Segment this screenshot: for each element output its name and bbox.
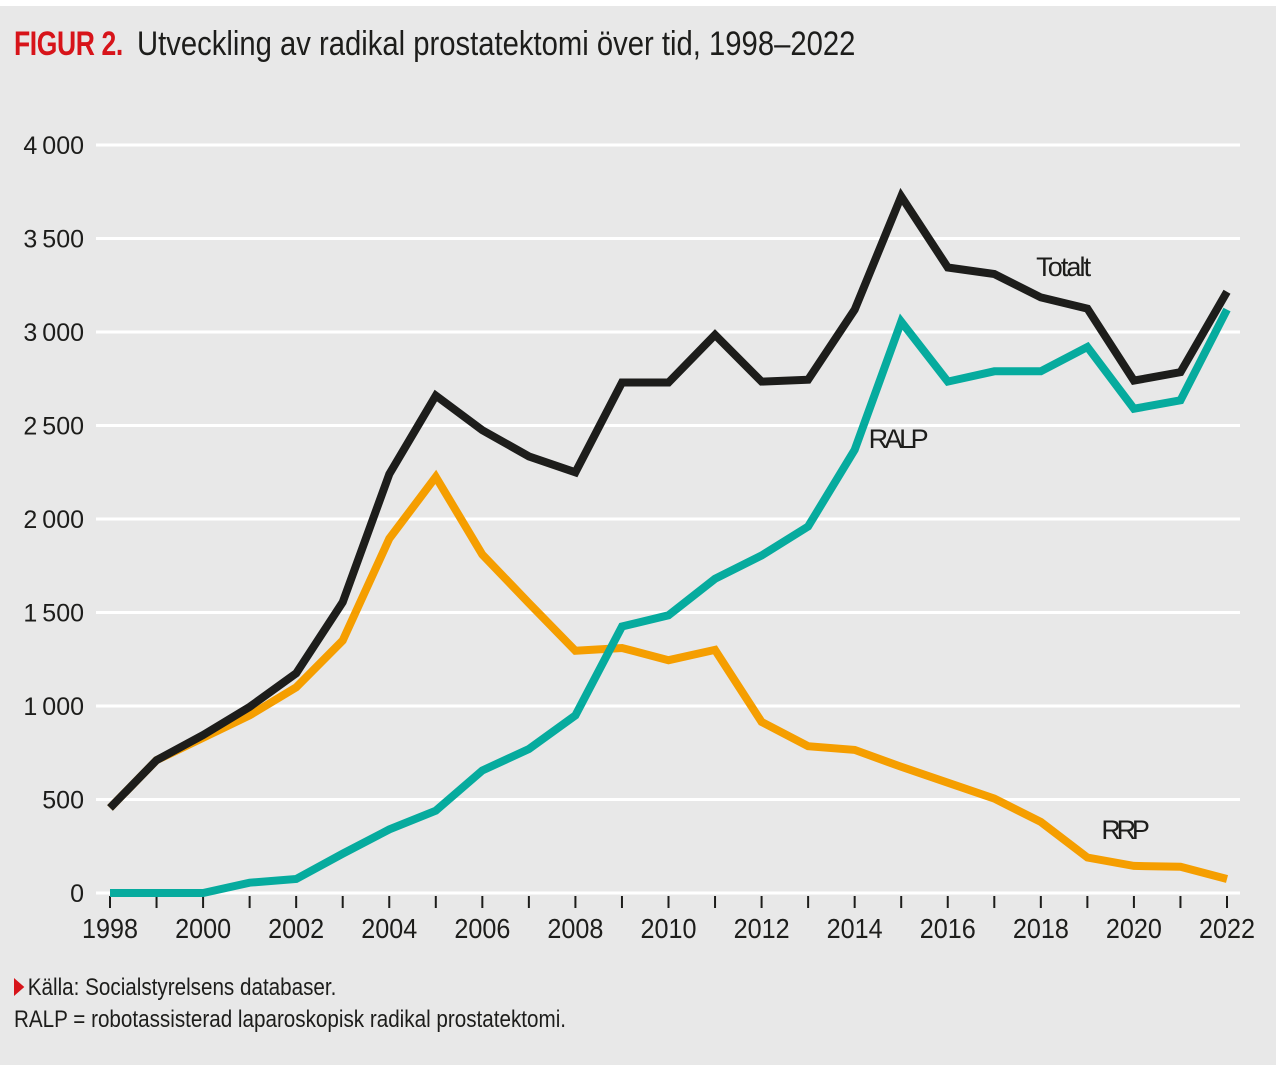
series-lines (107, 187, 1231, 897)
x-axis-tick-labels: 1998 2000 2002 2004 2006 2008 2010 2012 2014 2016… (82, 913, 1255, 944)
series-label-totalt: Totalt (1036, 252, 1091, 282)
x-tick-label: 2016 (920, 913, 976, 944)
triangle-right-icon (14, 978, 25, 996)
x-tick-label: 2000 (175, 913, 231, 944)
x-tick-label: 2018 (1013, 913, 1069, 944)
series-line-rrp (107, 469, 1229, 883)
y-axis-tick-labels: 0 500 1 000 1 500 2 000 2 500 3 000 3 500 4 000 (23, 132, 84, 908)
x-tick-label: 2008 (547, 913, 603, 944)
x-tick-label: 2004 (361, 913, 417, 944)
source-line: Källa: Socialstyrelsens databaser. (14, 972, 566, 1004)
y-tick-label: 3 500 (23, 226, 84, 254)
x-tick-label: 2002 (268, 913, 324, 944)
abbreviation-note: RALP = robotassisterad laparoskopisk rad… (14, 1006, 567, 1033)
y-tick-label: 500 (42, 787, 84, 815)
x-tick-label: 2022 (1199, 913, 1255, 944)
series-label-ralp: RALP (869, 424, 929, 454)
y-tick-label: 1 000 (23, 693, 84, 721)
x-axis-ticks (109, 896, 1228, 908)
y-tick-label: 2 000 (23, 506, 84, 534)
source-text: Källa: Socialstyrelsens databaser. (27, 974, 337, 1001)
series-line-totalt (107, 187, 1231, 811)
y-tick-label: 3 000 (23, 319, 84, 347)
figure-title: FIGUR 2. Utveckling av radikal prostatek… (14, 22, 972, 66)
x-tick-label: 2006 (454, 913, 510, 944)
x-tick-label: 2020 (1106, 913, 1162, 944)
series-label-rrp: RRP (1101, 815, 1150, 845)
series-labels: Totalt RALP RRP (869, 252, 1150, 845)
figure-label: FIGUR 2. (14, 25, 123, 63)
series-line-ralp (110, 307, 1231, 897)
x-tick-label: 1998 (82, 913, 138, 944)
y-tick-label: 4 000 (23, 132, 84, 160)
figure-title-text: Utveckling av radikal prostatektomi över… (137, 25, 856, 63)
x-tick-label: 2014 (827, 913, 883, 944)
y-tick-label: 0 (70, 880, 84, 908)
figure-footer: Källa: Socialstyrelsens databaser. RALP … (14, 972, 656, 1036)
y-tick-label: 1 500 (23, 600, 84, 628)
y-tick-label: 2 500 (23, 413, 84, 441)
x-tick-label: 2010 (641, 913, 697, 944)
x-tick-label: 2012 (734, 913, 790, 944)
